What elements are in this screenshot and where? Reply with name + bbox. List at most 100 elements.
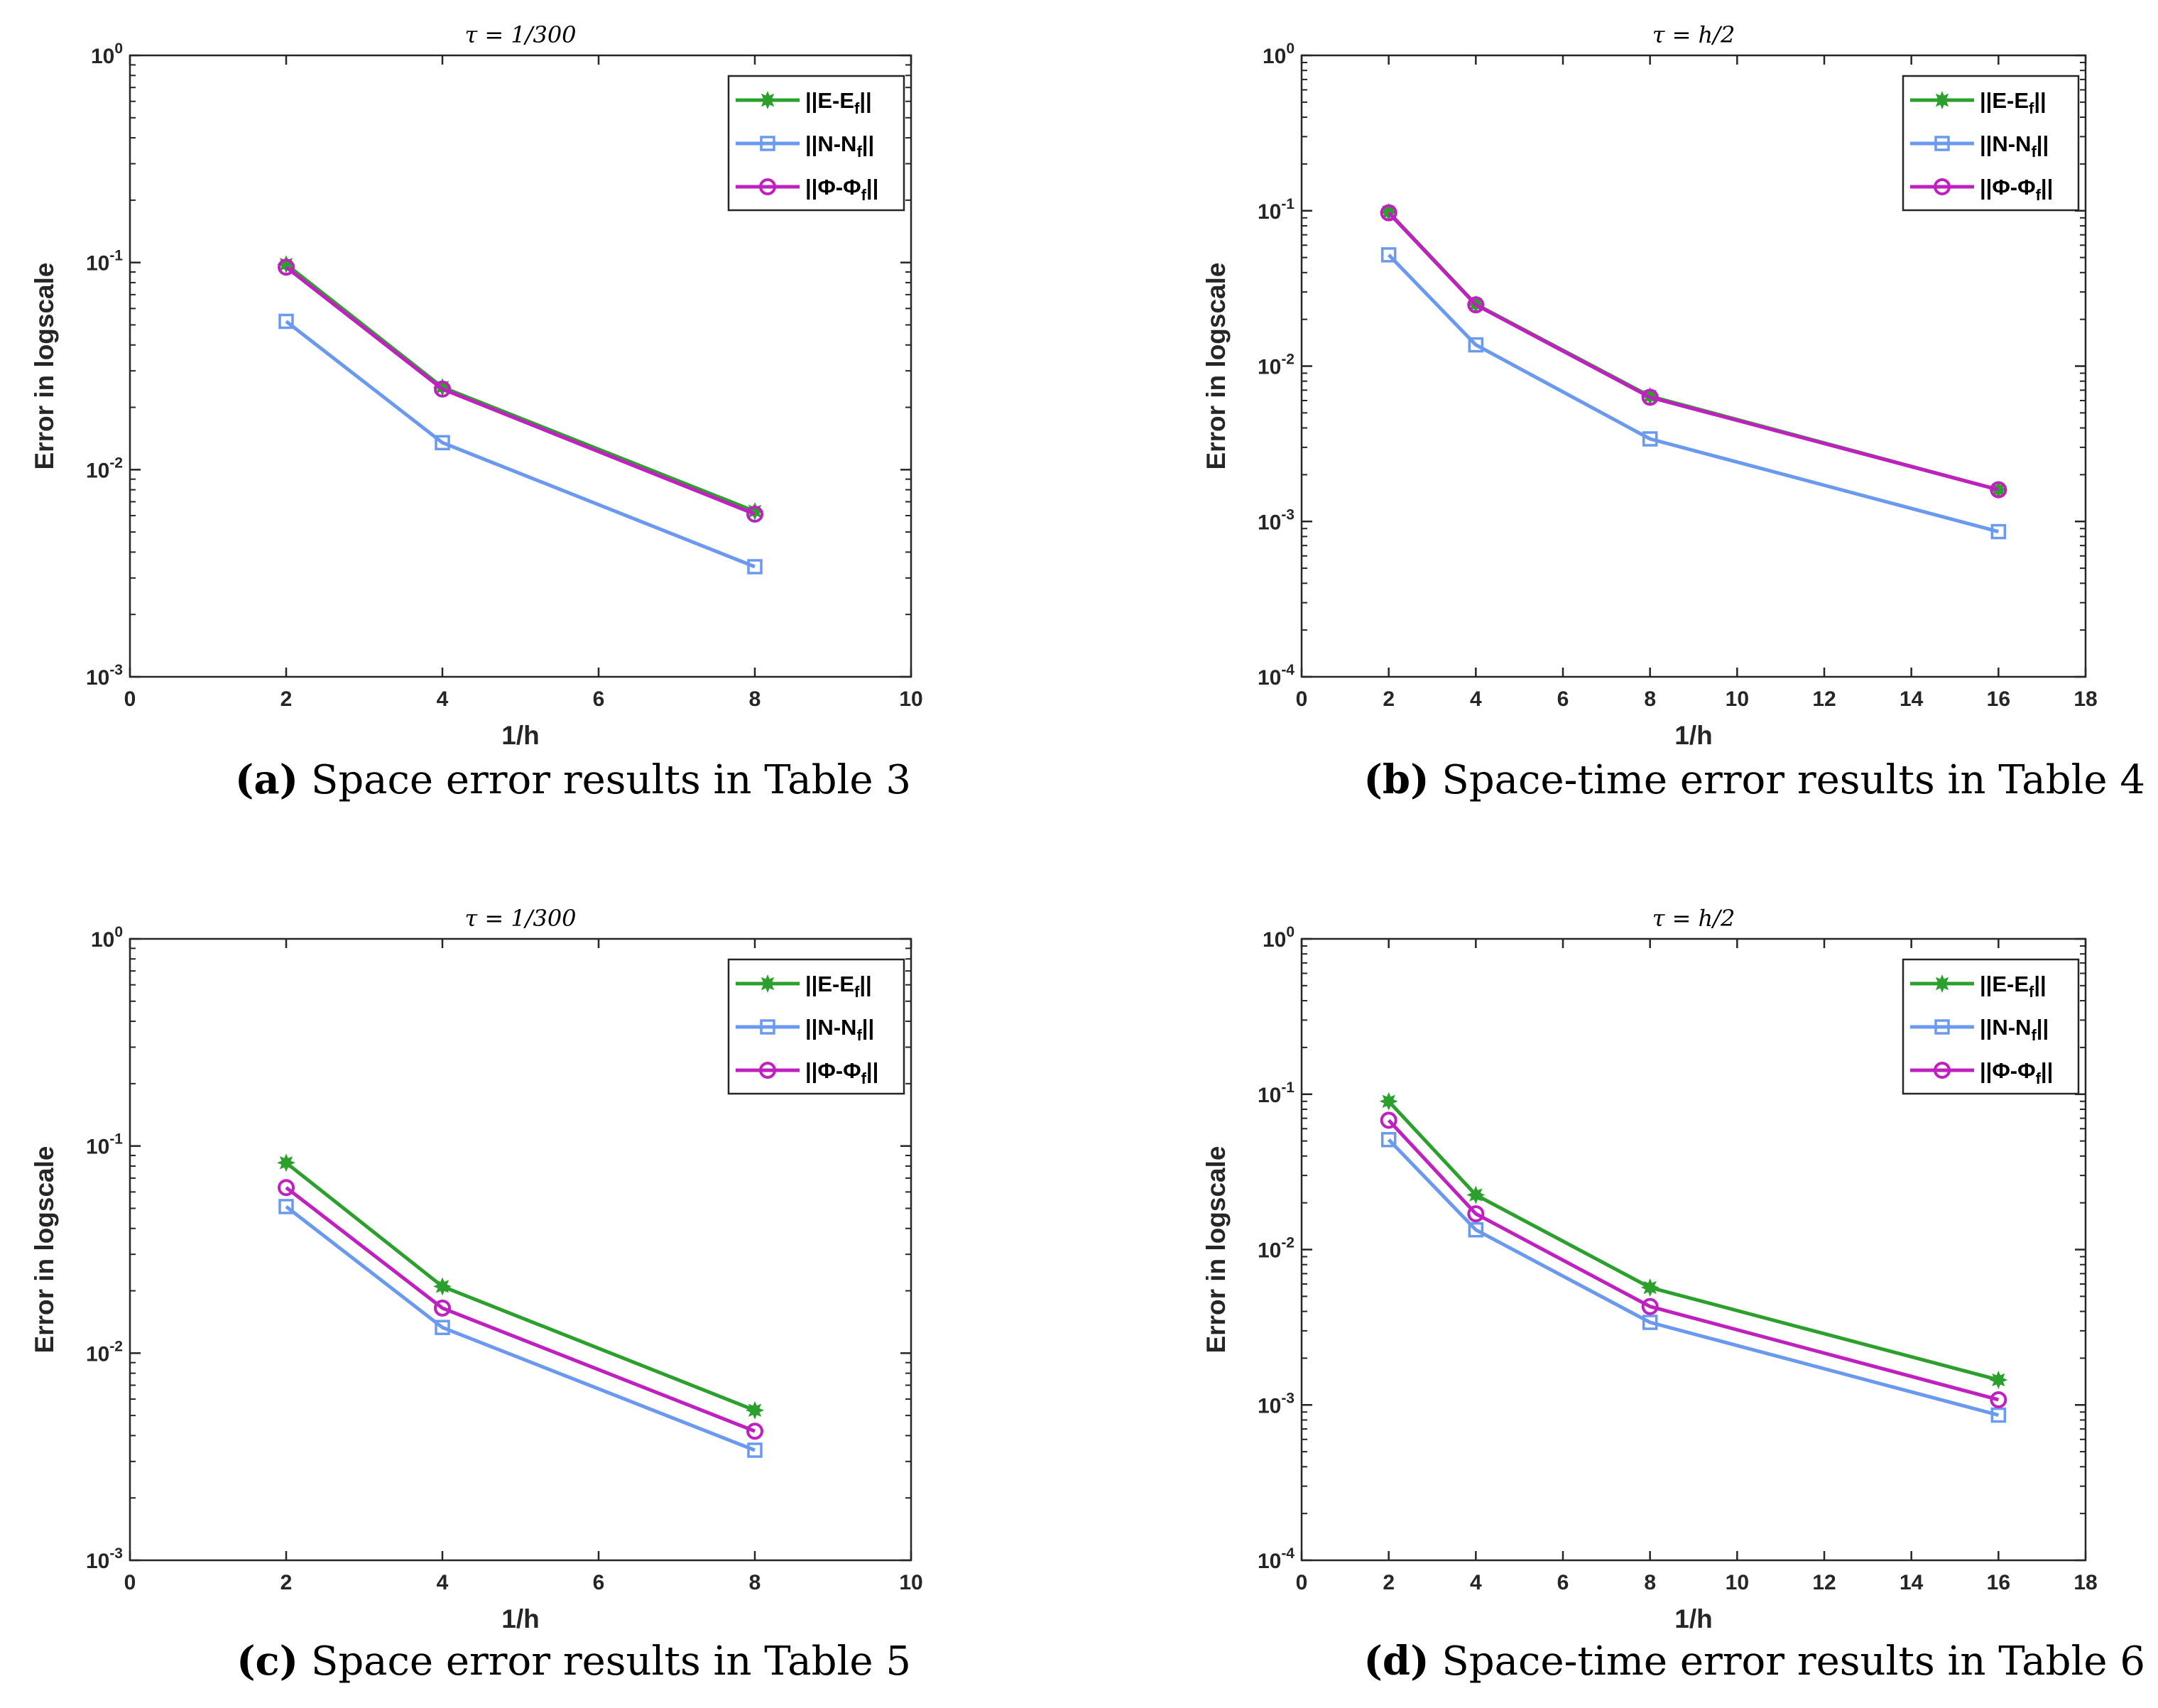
y-tick-label: 100 — [91, 40, 123, 68]
chart-panel-b: 0 2 4 6 8 10 12 14 16 18 10-4 10-3 10-2 10-1 100 τ = h/… — [1201, 21, 2145, 803]
x-tick-label: 2 — [280, 687, 293, 711]
data-point-N — [1642, 1315, 1658, 1330]
y-tick-label: 10-3 — [1258, 506, 1295, 534]
data-point-N — [1468, 337, 1484, 353]
legend-marker-Phi — [759, 178, 776, 195]
data-point-Phi — [1467, 1205, 1485, 1223]
y-tick-label: 10-2 — [86, 1338, 123, 1366]
chart-panel-d: 0 2 4 6 8 10 12 14 16 18 10-4 10-3 10-2 10-1 100 τ = h/… — [1201, 905, 2145, 1685]
y-tick-label: 10-3 — [1258, 1390, 1295, 1418]
x-tick-label: 4 — [1470, 1571, 1482, 1594]
legend-label: ||N-Nf|| — [1980, 1015, 2049, 1044]
chart-title: τ = h/2 — [1652, 905, 1735, 932]
x-tick-label: 0 — [124, 1571, 136, 1594]
x-tick-label: 0 — [1296, 1571, 1308, 1594]
y-tick-label: 10-3 — [86, 1545, 123, 1573]
x-tick-label: 12 — [1812, 1571, 1836, 1594]
data-point-N — [1990, 523, 2007, 540]
y-tick-label: 10-1 — [86, 248, 123, 276]
legend-label: ||N-Nf|| — [1980, 131, 2049, 161]
data-point-N — [1380, 247, 1397, 263]
x-tick-label: 10 — [1726, 687, 1749, 711]
data-point-Phi — [1990, 1391, 2007, 1408]
data-point-E — [1466, 1185, 1486, 1204]
data-point-N — [1990, 1407, 2007, 1423]
x-tick-label: 14 — [1900, 687, 1924, 711]
y-axis-label: Error in logscale — [1201, 1146, 1231, 1354]
legend-marker-Phi — [759, 1062, 776, 1079]
legend-marker-E — [1933, 974, 1951, 993]
legend-label: ||E-Ef|| — [1980, 88, 2047, 117]
x-tick-label: 14 — [1900, 1571, 1924, 1594]
chart-panel-a: 0 2 4 6 8 10 10-3 10-2 10-1 100 τ = 1/300 1/h Error … — [30, 21, 923, 803]
y-tick-label: 100 — [1263, 924, 1295, 952]
data-point-Phi — [1380, 1111, 1397, 1129]
data-point-Phi — [278, 1179, 295, 1197]
x-tick-label: 6 — [1557, 687, 1569, 711]
data-point-Phi — [1380, 204, 1397, 222]
x-tick-label: 10 — [899, 1571, 922, 1594]
legend-label: ||E-Ef|| — [805, 972, 872, 1001]
series-line-N — [1387, 1138, 1999, 1418]
chart-title: τ = 1/300 — [464, 21, 576, 48]
data-point-N — [747, 559, 763, 575]
legend-marker-E — [758, 974, 777, 993]
figure-caption: (b) Space-time error results in Table 4 — [1363, 756, 2145, 803]
legend: ||E-Ef|| ||N-Nf|| ||Φ-Φf|| — [1902, 958, 2080, 1095]
x-tick-label: 4 — [1470, 687, 1482, 711]
data-point-E — [277, 1153, 295, 1173]
x-tick-label: 18 — [2073, 687, 2097, 711]
x-tick-label: 2 — [280, 1571, 293, 1594]
legend-marker-N — [760, 1019, 775, 1035]
x-axis-label: 1/h — [501, 721, 539, 750]
data-point-E — [1989, 1371, 2008, 1389]
data-point-E — [746, 1400, 764, 1420]
chart-panel-c: 0 2 4 6 8 10 10-3 10-2 10-1 100 τ = 1/300 1/h Error … — [30, 905, 923, 1685]
chart-title: τ = h/2 — [1652, 21, 1735, 48]
x-axis-label: 1/h — [1674, 721, 1712, 750]
data-point-N — [747, 1442, 763, 1458]
y-axis-label: Error in logscale — [1201, 263, 1231, 470]
axes-box — [129, 937, 912, 1562]
x-tick-label: 10 — [899, 687, 922, 711]
legend: ||E-Ef|| ||N-Nf|| ||Φ-Φf|| — [727, 75, 905, 212]
x-tick-label: 8 — [749, 1571, 761, 1594]
legend: ||E-Ef|| ||N-Nf|| ||Φ-Φf|| — [727, 958, 905, 1095]
legend-marker-Phi — [1934, 178, 1951, 195]
legend-label: ||Φ-Φf|| — [1980, 1058, 2053, 1087]
data-point-N — [278, 313, 294, 330]
x-tick-label: 18 — [2073, 1571, 2097, 1594]
x-tick-label: 12 — [1812, 687, 1836, 711]
data-point-N — [435, 1320, 450, 1335]
y-tick-label: 10-2 — [86, 455, 123, 482]
series-line-Phi — [285, 1186, 756, 1433]
legend-label: ||E-Ef|| — [1980, 972, 2047, 1001]
chart-title: τ = 1/300 — [464, 905, 576, 932]
data-point-E — [433, 1277, 452, 1296]
x-tick-label: 8 — [1644, 687, 1656, 711]
legend-label: ||Φ-Φf|| — [805, 175, 878, 204]
data-point-N — [1380, 1131, 1397, 1148]
x-tick-label: 0 — [1296, 687, 1308, 711]
x-tick-label: 4 — [437, 687, 449, 711]
series-line-N — [285, 1205, 756, 1452]
data-point-Phi — [1990, 481, 2007, 499]
legend-label: ||E-Ef|| — [805, 88, 872, 117]
legend-label: ||Φ-Φf|| — [805, 1058, 878, 1087]
legend: ||E-Ef|| ||N-Nf|| ||Φ-Φf|| — [1902, 75, 2080, 212]
legend-marker-N — [760, 136, 775, 151]
legend-marker-N — [1934, 1019, 1950, 1035]
x-tick-label: 6 — [593, 1571, 605, 1594]
series-line-N — [285, 320, 756, 569]
x-tick-label: 8 — [749, 687, 761, 711]
data-point-Phi — [1641, 1298, 1659, 1315]
figure-caption: (c) Space error results in Table 5 — [236, 1638, 911, 1685]
data-point-E — [1379, 1092, 1398, 1111]
data-point-N — [435, 435, 450, 451]
x-tick-label: 16 — [1987, 687, 2010, 711]
data-point-N — [1642, 431, 1658, 447]
data-point-Phi — [746, 1423, 763, 1440]
data-point-Phi — [746, 505, 763, 523]
y-tick-label: 10-2 — [1258, 352, 1295, 379]
x-tick-label: 6 — [1557, 1571, 1569, 1594]
